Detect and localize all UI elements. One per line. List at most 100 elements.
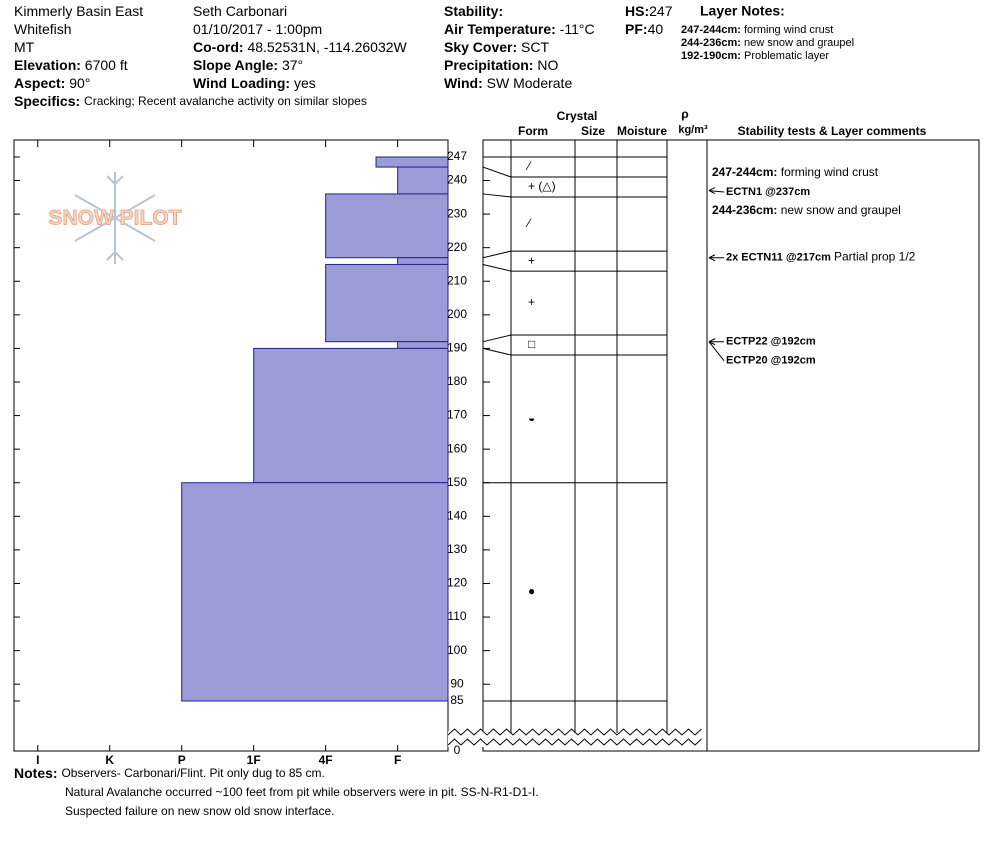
layer-connector [482,334,667,343]
layer-connector [482,347,667,356]
depth-label: 247 [447,149,467,163]
field-value: 01/10/2017 - 1:00pm [193,21,322,37]
grain-form: ⁄ [525,159,532,173]
hardness-label: K [105,753,114,767]
depth-label: 150 [447,475,467,489]
test-result: ECTP20 @192cm [726,355,816,367]
field-label: Wind Loading: [193,75,290,91]
layer-note: 244-236cm: new snow and graupel [681,37,854,49]
field-value: SCT [521,39,549,55]
hardness-bar [397,257,449,265]
grain-form: □ [528,337,535,351]
header-field: PF:40 [625,21,663,37]
depth-label: 220 [447,240,467,254]
depth-label: 190 [447,341,467,355]
depth-label: 130 [447,542,467,556]
stability-test: 2x ECTN11 @217cm Partial prop 1/2 [726,250,916,264]
column-header: Size [581,124,605,138]
depth-label: 200 [447,307,467,321]
test-arrow [708,187,725,195]
header-field: Wind: SW Moderate [444,75,572,91]
layer-comment: 247-244cm: forming wind crust [712,165,879,179]
hardness-label: P [178,753,186,767]
header-field: Wind Loading: yes [193,75,316,91]
stability-test: ECTP20 @192cm [726,355,816,367]
layer-note: 192-190cm: Problematic layer [681,50,829,62]
header-field: Sky Cover: SCT [444,39,549,55]
depth-label: 170 [447,408,467,422]
field-label: Slope Angle: [193,57,278,73]
field-label: Precipitation: [444,57,533,73]
notes-line: Observers- Carbonari/Flint. Pit only dug… [61,766,324,780]
column-header: Crystal [557,109,598,123]
notes: Notes: Observers- Carbonari/Flint. Pit o… [14,765,325,781]
layer-connector [482,263,667,272]
layer-connector [482,193,667,198]
field-value: 48.52531N, -114.26032W [247,39,407,55]
stability-test: ECTN1 @237cm [726,186,810,198]
notes-line: Suspected failure on new snow old snow i… [65,804,335,818]
field-value: NO [537,57,558,73]
depth-label: 180 [447,374,467,388]
hardness-label: I [36,753,39,767]
depth-label: 0 [454,743,461,757]
depth-label: 90 [450,676,464,690]
layer-notes-title: Layer Notes: [700,3,785,19]
header-field: Elevation: 6700 ft [14,57,128,73]
header-field: Aspect: 90° [14,75,90,91]
field-value: Cracking; Recent avalanche activity on s… [84,94,367,108]
header-field: Seth Carbonari [193,3,287,19]
field-value: 90° [69,75,90,91]
grain-form: ● [528,584,535,598]
field-label: Wind: [444,75,483,91]
depth-label: 140 [447,508,467,522]
test-result: ECTP22 @192cm [726,336,816,348]
field-value: 37° [282,57,303,73]
test-result: ECTN1 @237cm [726,186,810,198]
header-field: Slope Angle: 37° [193,57,303,73]
layer-connector [482,166,667,178]
comment-text: forming wind crust [781,165,879,179]
logo-text: SNOW PILOT [49,207,182,230]
field-value: 40 [648,21,664,37]
hardness-label: F [394,753,401,767]
layer-frame [482,139,980,752]
depth-label: 160 [447,441,467,455]
comment-range: 244-236cm: [712,203,777,217]
field-label: Air Temperature: [444,21,556,37]
grain-form: ⁄ [525,216,532,230]
header-field: Precipitation: NO [444,57,558,73]
depth-label: 120 [447,576,467,590]
hardness-label: 1F [247,753,261,767]
depth-label: 210 [447,273,467,287]
depth-label: 100 [447,643,467,657]
note-text: new snow and graupel [744,37,854,49]
field-label: Aspect: [14,75,65,91]
layer-note: 247-244cm: forming wind crust [681,24,833,36]
layer-comment: 244-236cm: new snow and graupel [712,203,901,217]
test-note: Partial prop 1/2 [834,250,916,264]
grain-form: + [528,295,535,309]
field-label: Sky Cover: [444,39,517,55]
comment-range: 247-244cm: [712,165,777,179]
field-label: Specifics: [14,93,80,109]
test-arrow [708,254,724,262]
column-header: Stability tests & Layer comments [738,124,927,138]
depth-label: 240 [447,173,467,187]
test-arrow [708,338,725,362]
field-value: Kimmerly Basin East [14,3,143,19]
field-label: Elevation: [14,57,81,73]
note-range: 244-236cm: [681,37,741,49]
header-field: Kimmerly Basin East [14,3,143,19]
note-text: forming wind crust [744,24,833,36]
header-field: Stability: [444,3,503,19]
notes-label: Notes: [14,765,58,781]
grain-form: ◒ [528,411,535,425]
hardness-bar [253,347,449,484]
depth-label: 85 [450,693,464,707]
test-result: 2x ECTN11 @217cm [726,252,831,264]
column-header: Moisture [617,124,667,138]
header-field: Whitefish [14,21,72,37]
field-label: PF: [625,21,648,37]
